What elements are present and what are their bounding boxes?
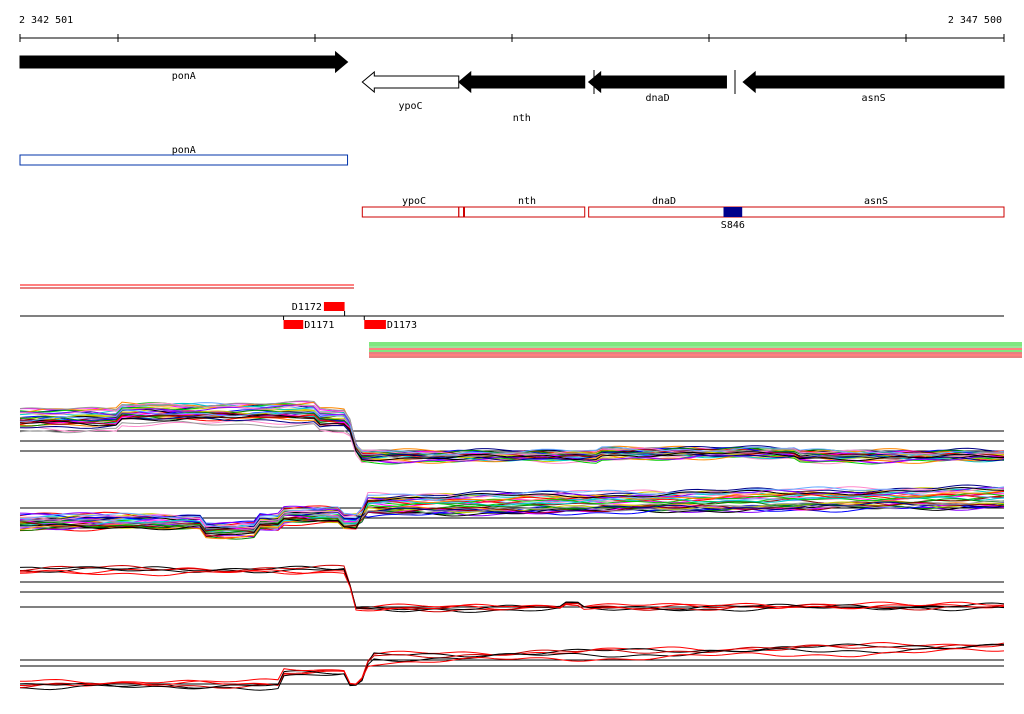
transcript-plus-pona[interactable] [19, 154, 349, 166]
feature-box-d1173[interactable] [364, 320, 386, 329]
profile-trace-1-24 [19, 412, 1005, 459]
feature-label-d1172: D1172 [292, 302, 322, 313]
transcript-minus-label-ypoc: ypoC [402, 196, 426, 207]
profile-trace-3-1 [19, 566, 1005, 613]
gene-label-ypoc: ypoC [398, 101, 422, 112]
feature-box-d1172[interactable] [323, 302, 345, 311]
profile-trace-1-10 [19, 403, 1005, 456]
expression-profile-panels [19, 400, 1005, 691]
transcript-minus-nth[interactable] [458, 206, 586, 218]
profile-trace-1-25 [19, 416, 1005, 462]
profile-panel-3 [19, 564, 1005, 613]
profile-panel-4 [19, 641, 1005, 691]
transcript-minus-label-asns: asnS [864, 196, 888, 207]
profile-trace-3-3 [19, 565, 1005, 613]
transcript-minus-label-dnad: dnaD [652, 196, 676, 207]
profile-trace-4-4 [20, 648, 1005, 686]
gene-arrow-nth[interactable] [457, 70, 586, 94]
transcript-minus-ypoc[interactable] [361, 206, 460, 218]
coordinate-ruler: 2 342 501 2 347 500 [19, 15, 1005, 42]
profile-panel-1 [19, 400, 1005, 465]
transcript-minus-label-nth: nth [518, 196, 536, 207]
profile-trace-1-16 [19, 403, 1005, 465]
gene-arrow-ypoc[interactable] [361, 70, 460, 94]
feature-label-d1173: D1173 [387, 320, 417, 331]
site-box-s846[interactable] [723, 207, 743, 217]
gene-label-pona: ponA [172, 71, 196, 82]
profile-trace-1-27 [19, 409, 1005, 456]
ruler-start-label: 2 342 501 [19, 15, 73, 26]
profile-trace-3-0 [19, 567, 1005, 610]
gene-label-dnad: dnaD [646, 93, 670, 104]
profile-trace-2-27 [19, 486, 1005, 528]
profile-trace-4-0 [20, 641, 1005, 687]
transcript-track-plus: ponA [19, 145, 349, 166]
profile-trace-4-3 [19, 644, 1005, 690]
feature-label-d1171: D1171 [304, 320, 334, 331]
gene-label-nth: nth [513, 113, 531, 124]
profile-trace-2-28 [19, 500, 1005, 534]
profile-panel-2 [19, 484, 1005, 540]
profile-trace-2-13 [19, 499, 1005, 535]
profile-trace-2-29 [19, 486, 1005, 536]
gene-track: ponA ypoC nth dnaD asnS [19, 50, 1005, 124]
gene-arrow-dnad[interactable] [587, 70, 727, 94]
transcript-minus-dnad[interactable] [588, 206, 1005, 218]
profile-trace-1-29 [19, 414, 1004, 462]
profile-trace-3-4 [20, 569, 1005, 612]
feature-track: D1172 D1171 D1173 [20, 284, 1022, 358]
gene-label-asns: asnS [862, 93, 886, 104]
profile-trace-1-28 [19, 400, 1005, 459]
site-label-s846: S846 [721, 220, 745, 231]
ruler-end-label: 2 347 500 [948, 15, 1002, 26]
transcript-track-minus: ypoC nth dnaD asnS S846 [361, 196, 1005, 231]
transcript-plus-label-pona: ponA [172, 145, 196, 156]
profile-trace-2-22 [19, 486, 1005, 526]
profile-trace-2-19 [19, 494, 1005, 533]
feature-box-d1171[interactable] [283, 320, 304, 329]
ruler-ticks [19, 34, 1005, 42]
profile-trace-1-19 [19, 402, 1005, 463]
gene-arrow-asns[interactable] [742, 70, 1005, 94]
profile-trace-1-7 [19, 410, 1004, 458]
profile-trace-2-25 [19, 501, 1005, 528]
gene-arrow-pona[interactable] [19, 50, 349, 74]
